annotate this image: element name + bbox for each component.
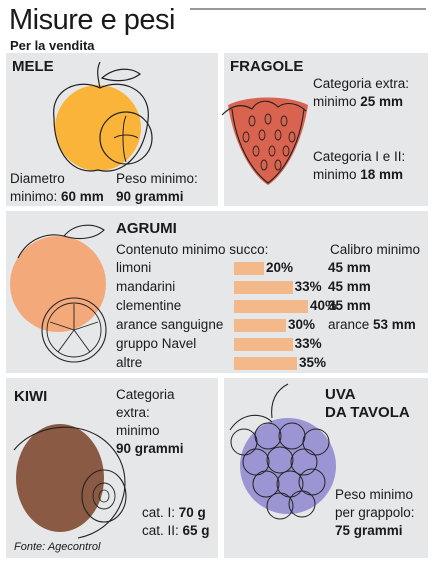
uva-title: UVA DA TAVOLA xyxy=(325,386,410,422)
agrumi-row-name: mandarini xyxy=(116,279,176,294)
agrumi-row-name: arance sanguigne xyxy=(116,317,224,332)
agrumi-row-pct: 30% xyxy=(288,317,316,332)
uva-peso-value: 75 grammi xyxy=(335,523,403,538)
kiwi-cat2-label: cat. II: xyxy=(142,523,183,538)
uva-peso-l2: per grappolo: xyxy=(335,505,415,520)
fragole-cat12: Categoria I e II: minimo 18 mm xyxy=(313,148,405,184)
agrumi-row-bar xyxy=(234,281,293,294)
fragole-extra-prefix: minimo xyxy=(313,94,361,109)
agrumi-calibro-title: Calibro minimo xyxy=(330,242,421,257)
mele-peso-value: 90 grammi xyxy=(116,189,184,204)
fragole-extra: Categoria extra: minimo 25 mm xyxy=(313,75,409,111)
uva-peso: Peso minimo per grappolo: 75 grammi xyxy=(335,486,415,540)
kiwi-cat1-label: cat. I: xyxy=(142,505,179,520)
source-note: Fonte: Agecontrol xyxy=(14,541,101,553)
fragole-title: FRAGOLE xyxy=(230,58,304,75)
kiwi-extra-l2: extra: xyxy=(116,405,150,420)
agrumi-row-calibro-text: 45 mm xyxy=(328,260,371,275)
kiwi-cat1: cat. I: 70 g xyxy=(142,504,210,522)
uva-title-l2: DA TAVOLA xyxy=(325,404,410,421)
agrumi-row-calibro-text: arance xyxy=(328,317,374,332)
agrumi-row-calibro-text: 35 mm xyxy=(328,298,371,313)
kiwi-extra-l3: minimo xyxy=(116,423,160,438)
citrus-icon xyxy=(10,224,107,363)
fragole-extra-label: Categoria extra: xyxy=(313,76,410,91)
mele-title: MELE xyxy=(12,58,54,75)
agrumi-row-bar xyxy=(234,300,308,313)
agrumi-row-name: altre xyxy=(116,355,143,370)
mele-diametro-label: Diametro xyxy=(10,171,65,186)
kiwi-cat2-value: 65 g xyxy=(182,523,210,538)
fragole-cat12-line: minimo 18 mm xyxy=(313,166,405,184)
mele-peso-label: Peso minimo: xyxy=(116,171,198,186)
agrumi-row-pct: 33% xyxy=(294,279,322,294)
mele-diametro-line: minimo: 60 mm xyxy=(10,188,104,206)
agrumi-title: AGRUMI xyxy=(116,220,177,237)
mele-peso: Peso minimo: 90 grammi xyxy=(116,170,198,206)
fragole-cat12-value: 18 mm xyxy=(360,167,404,182)
agrumi-row-bar xyxy=(234,338,293,351)
kiwi-extra: Categoria extra: minimo 90 grammi xyxy=(116,386,184,458)
uva-peso-l1: Peso minimo xyxy=(335,487,414,502)
fragole-cat12-label: Categoria I e II: xyxy=(313,149,406,164)
apple-icon xyxy=(53,61,153,172)
fragole-cat12-prefix: minimo xyxy=(313,167,361,182)
agrumi-row-calibro: 45 mm xyxy=(328,259,371,277)
kiwi-cats: cat. I: 70 g cat. II: 65 g xyxy=(142,504,210,540)
title-rule xyxy=(190,8,426,10)
fragole-extra-line: minimo 25 mm xyxy=(313,93,409,111)
strawberry-icon xyxy=(221,97,308,185)
agrumi-row-calibro: arance 53 mm xyxy=(328,316,416,334)
agrumi-row-name: limoni xyxy=(116,260,152,275)
mele-diametro-prefix: minimo: xyxy=(10,189,62,204)
kiwi-cat1-value: 70 g xyxy=(178,505,206,520)
agrumi-row-name: gruppo Navel xyxy=(116,336,197,351)
agrumi-row-pct: 20% xyxy=(266,260,294,275)
agrumi-row-calibro: 45 mm xyxy=(328,278,371,296)
kiwi-extra-value: 90 grammi xyxy=(116,441,184,456)
agrumi-succo-title: Contenuto minimo succo: xyxy=(116,242,269,257)
fragole-extra-value: 25 mm xyxy=(360,94,404,109)
agrumi-row-calibro-text: 45 mm xyxy=(328,279,371,294)
mele-diametro-value: 60 mm xyxy=(61,189,104,204)
mele-diametro: Diametro minimo: 60 mm xyxy=(10,170,104,206)
kiwi-icon xyxy=(13,424,127,539)
agrumi-row-pct: 33% xyxy=(294,336,322,351)
agrumi-row-bar xyxy=(234,357,297,370)
agrumi-row-bar xyxy=(234,262,264,275)
page-subtitle: Per la vendita xyxy=(10,38,95,53)
page-title: Misure e pesi xyxy=(9,4,175,36)
agrumi-row-name: clementine xyxy=(116,298,182,313)
kiwi-title: KIWI xyxy=(14,388,48,405)
grape-icon xyxy=(229,383,336,520)
agrumi-row-pct: 40% xyxy=(310,298,338,313)
kiwi-extra-l1: Categoria xyxy=(116,387,175,402)
kiwi-cat2: cat. II: 65 g xyxy=(142,522,210,540)
agrumi-row-calibro-value: 53 mm xyxy=(373,317,416,332)
uva-title-l1: UVA xyxy=(325,386,356,403)
agrumi-row-calibro: 35 mm xyxy=(328,297,371,315)
agrumi-row-bar xyxy=(234,319,286,332)
agrumi-row-pct: 35% xyxy=(299,355,327,370)
